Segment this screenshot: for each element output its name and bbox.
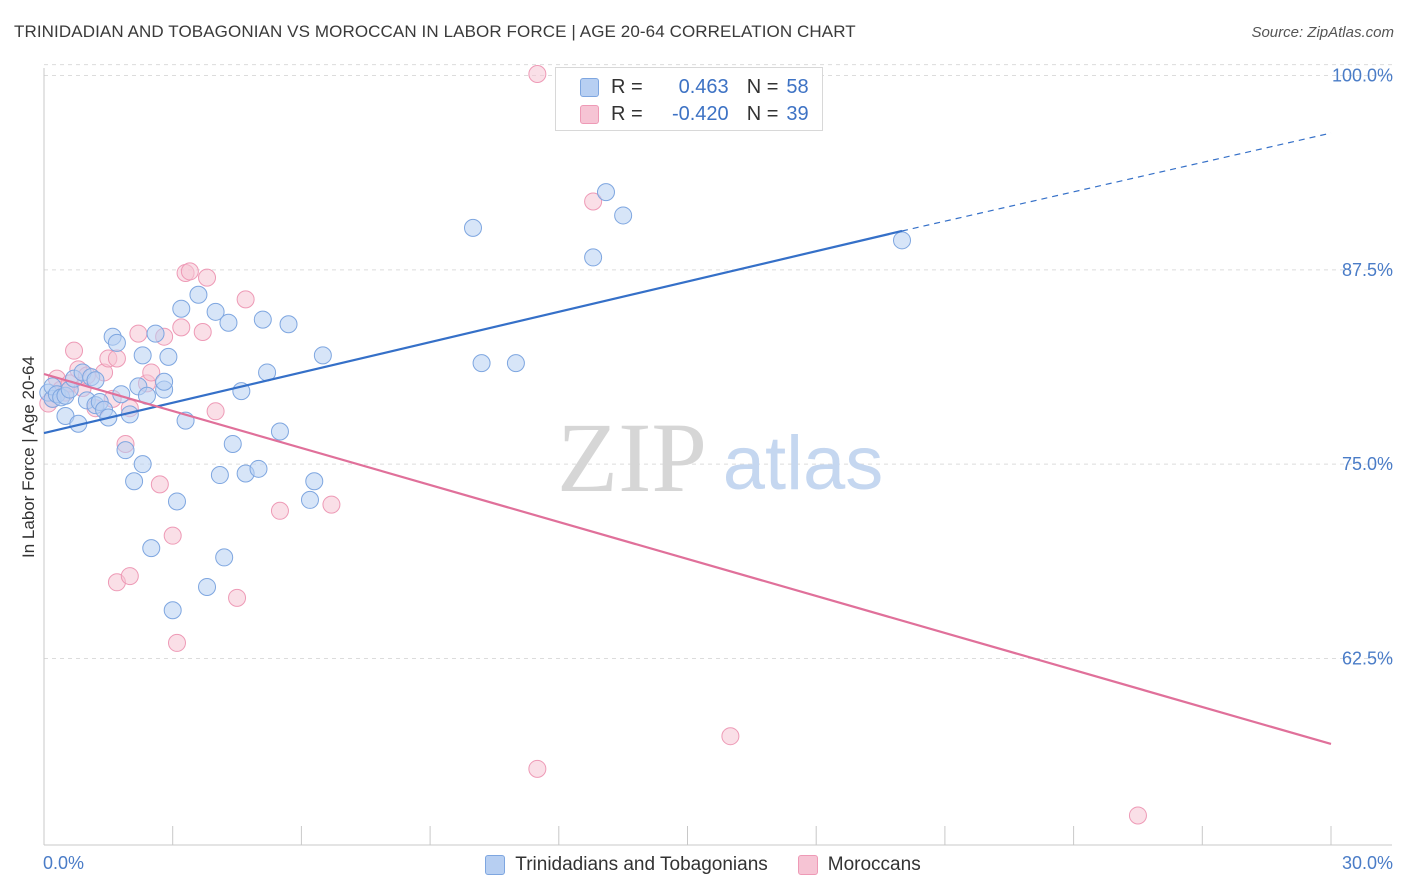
y-tick-label: 62.5%: [1342, 648, 1393, 668]
y-axis-title: In Labor Force | Age 20-64: [19, 356, 38, 558]
trinidadians-point: [116, 441, 135, 460]
legend-label-moroccans: Moroccans: [827, 854, 921, 875]
trinidadians-point: [155, 372, 174, 391]
trinidadians-point: [210, 466, 229, 485]
moroccans-point: [1128, 806, 1147, 825]
stats-legend: R = 0.463 N = 58 R = -0.420 N = 39: [555, 67, 823, 131]
moroccans-point: [129, 324, 148, 343]
moroccans-trend-line: [43, 372, 1332, 746]
trinidadians-point: [279, 315, 298, 334]
x-tick-label: 0.0%: [43, 853, 84, 873]
x-tick-label: 30.0%: [1342, 853, 1393, 873]
legend-item-moroccans: Moroccans: [797, 852, 921, 878]
moroccans-point: [167, 633, 186, 652]
legend-r-label: R =: [611, 102, 643, 125]
trinidadians-point: [206, 302, 225, 321]
moroccans-point: [107, 349, 126, 368]
legend-row-moroccans: R = -0.420 N = 39: [580, 102, 809, 126]
trinidadians-point: [159, 347, 178, 366]
moroccans-point: [142, 363, 161, 382]
series-legend: Trinidadians and Tobagonians Moroccans: [0, 852, 1406, 878]
moroccans-point: [528, 759, 547, 778]
trinidadians-point: [215, 548, 234, 567]
y-tick-label: 75.0%: [1342, 454, 1393, 474]
trinidadians-points: [39, 183, 911, 620]
trinidadians-point: [167, 492, 186, 511]
trinidadians-point: [133, 346, 152, 365]
trinidadians-trend-line: [43, 229, 903, 435]
y-tick-label: 87.5%: [1342, 260, 1393, 280]
trinidadians-point: [249, 459, 268, 478]
y-tick-labels: 62.5% 75.0% 87.5% 100.0%: [1332, 66, 1393, 669]
legend-label-trinidadians: Trinidadians and Tobagonians: [515, 854, 768, 875]
x-tick-labels: 0.0% 30.0%: [43, 853, 1393, 873]
moroccans-point: [228, 588, 247, 607]
trinidadians-point: [219, 313, 238, 332]
watermark-zip: ZIP: [557, 402, 707, 513]
trinidadians-point: [223, 434, 242, 453]
moroccans-point: [528, 64, 547, 83]
moroccans-point: [721, 727, 740, 746]
legend-r-value: -0.420: [671, 102, 729, 125]
trinidadians-point: [584, 248, 603, 267]
legend-n-value: 58: [786, 75, 809, 98]
moroccans-point: [150, 475, 169, 494]
moroccans-point: [322, 495, 341, 514]
moroccans-point: [120, 567, 139, 586]
trinidadians-point: [107, 333, 126, 352]
legend-r-value: 0.463: [678, 75, 729, 98]
trinidadians-point: [142, 539, 161, 558]
legend-row-trinidadians: R = 0.463 N = 58: [580, 75, 809, 99]
trinidadians-point: [163, 601, 182, 620]
legend-n-label: N =: [746, 75, 779, 98]
moroccans-point: [584, 192, 603, 211]
moroccans-point: [236, 290, 255, 309]
trinidadians-trend-extension: [901, 132, 1332, 232]
trend-lines: [43, 132, 1332, 746]
trinidadians-point: [313, 346, 332, 365]
trinidadians-point: [464, 218, 482, 237]
trinidadians-point: [300, 490, 319, 509]
moroccans-point: [163, 526, 182, 545]
moroccans-point: [206, 402, 225, 421]
moroccans-point: [172, 318, 191, 337]
legend-item-trinidadians: Trinidadians and Tobagonians: [485, 852, 768, 878]
moroccans-point: [198, 268, 217, 287]
trinidadians-point: [172, 299, 191, 318]
watermark-atlas: atlas: [723, 421, 884, 506]
source-label: Source: ZipAtlas.com: [1251, 24, 1394, 41]
trinidadians-point: [133, 455, 152, 474]
axes: [43, 68, 1392, 846]
y-tick-label: 100.0%: [1332, 66, 1393, 86]
trinidadians-point: [270, 422, 289, 441]
trinidadians-point: [614, 206, 633, 225]
trinidadians-point: [189, 285, 208, 304]
legend-swatch-blue: [485, 855, 506, 875]
trinidadians-point: [893, 231, 911, 250]
trinidadians-point: [305, 472, 324, 491]
trinidadians-point: [198, 577, 217, 596]
trinidadians-point: [253, 310, 272, 329]
legend-swatch-pink: [797, 855, 818, 875]
grid-lines: [44, 64, 1392, 659]
legend-n-label: N =: [746, 102, 779, 125]
moroccans-point: [193, 323, 212, 342]
moroccans-point: [270, 501, 289, 520]
moroccans-point: [180, 262, 199, 281]
trinidadians-point: [472, 354, 491, 373]
trinidadians-point: [506, 354, 525, 373]
chart-title: TRINIDADIAN AND TOBAGONIAN VS MOROCCAN I…: [14, 22, 856, 41]
trinidadians-point: [125, 472, 144, 491]
moroccans-point: [65, 341, 84, 360]
trinidadians-point: [596, 183, 615, 202]
watermark: ZIP atlas: [557, 402, 883, 513]
legend-r-label: R =: [611, 75, 643, 98]
trinidadians-point: [146, 324, 165, 343]
legend-swatch-blue: [580, 77, 599, 97]
legend-swatch-pink: [580, 104, 599, 124]
legend-n-value: 39: [786, 102, 809, 125]
